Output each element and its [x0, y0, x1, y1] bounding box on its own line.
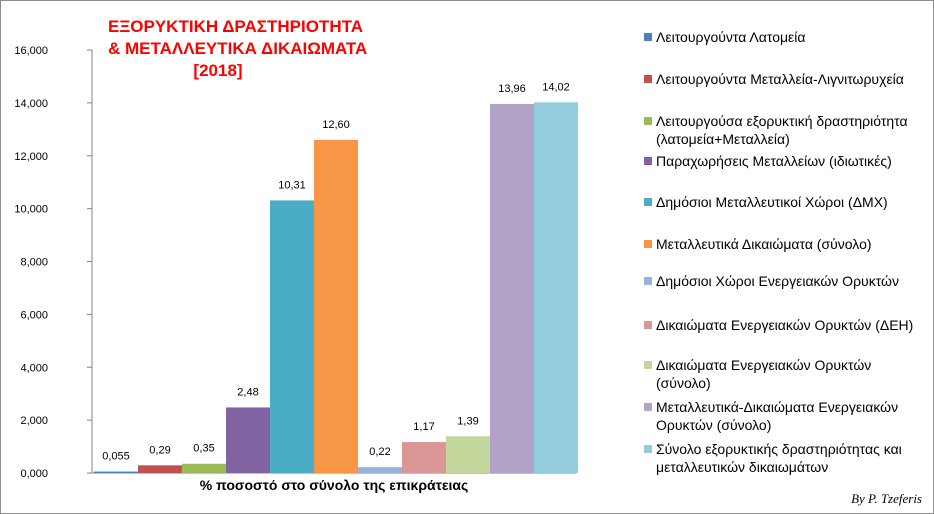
legend-label: Σύνολο εξορυκτικής δραστηριότητας και με… — [656, 441, 902, 475]
bar-data-label: 0,29 — [149, 444, 170, 456]
legend-swatch — [644, 361, 652, 369]
legend-swatch — [644, 277, 652, 285]
bar-data-label: 0,055 — [102, 451, 130, 463]
bar — [446, 436, 490, 473]
bar-data-label: 10,31 — [278, 179, 306, 191]
legend-item: Σύνολο εξορυκτικής δραστηριότητας και με… — [644, 440, 929, 476]
bar-data-label: 0,35 — [193, 443, 214, 455]
chart-title-line-1: ΕΞΟΡΥΚΤΙΚΗ ΔΡΑΣΤΗΡΙΟΤΗΤΑ — [108, 17, 363, 36]
legend-swatch — [644, 157, 652, 165]
legend-item: Παραχωρήσεις Μεταλλείων (ιδιωτικές) — [644, 152, 929, 170]
y-tick-label: 2,000 — [20, 415, 48, 427]
legend-swatch — [644, 198, 652, 206]
legend-swatch — [644, 33, 652, 41]
chart-title-line-3: [2018] — [193, 61, 243, 80]
legend-item: Μεταλλευτικά-Δικαιώματα Ενεργειακών Ορυκ… — [644, 398, 929, 434]
y-tick-label: 10,000 — [14, 204, 48, 216]
legend-label: Δικαιώματα Ενεργειακών Ορυκτών (ΔΕΗ) — [656, 317, 914, 333]
legend-label: Λειτουργούσα εξορυκτική δραστηριότητα (λ… — [656, 113, 908, 147]
legend-swatch — [644, 240, 652, 248]
legend-swatch — [644, 117, 652, 125]
legend-label: Μεταλλευτικά-Δικαιώματα Ενεργειακών Ορυκ… — [656, 399, 899, 433]
legend-label: Λειτουργούντα Μεταλλεία-Λιγνιτωρυχεία — [656, 71, 904, 87]
bar — [138, 465, 182, 473]
bar-data-label: 12,60 — [322, 119, 350, 131]
y-tick-label: 0,000 — [20, 468, 48, 480]
bar — [182, 463, 226, 473]
legend-item: Μεταλλευτικά Δικαιώματα (σύνολο) — [644, 235, 929, 253]
bar — [94, 471, 138, 473]
y-tick-label: 14,000 — [14, 98, 48, 110]
bar-data-label: 14,02 — [542, 81, 570, 93]
y-tick-label: 12,000 — [14, 151, 48, 163]
bar — [402, 442, 446, 473]
bar-data-label: 2,48 — [237, 386, 258, 398]
bar — [226, 407, 270, 473]
bar — [358, 467, 402, 473]
legend-swatch — [644, 403, 652, 411]
legend-swatch — [644, 321, 652, 329]
legend-swatch — [644, 445, 652, 453]
bar — [314, 139, 358, 473]
legend-label: Δημόσιοι Μεταλλευτικοί Χώροι (ΔΜΧ) — [656, 194, 888, 210]
bar-data-label: 13,96 — [498, 83, 526, 95]
legend-item: Δημόσιοι Χώροι Ενεργειακών Ορυκτών — [644, 272, 929, 290]
x-axis-label: % ποσοστό στο σύνολο της επικράτειας — [199, 477, 469, 493]
legend-item: Λειτουργούντα Λατομεία — [644, 28, 929, 46]
author-credit: By P. Tzeferis — [851, 491, 922, 506]
legend-label: Μεταλλευτικά Δικαιώματα (σύνολο) — [656, 236, 872, 252]
legend-item: Δημόσιοι Μεταλλευτικοί Χώροι (ΔΜΧ) — [644, 193, 929, 211]
y-tick-label: 8,000 — [20, 257, 48, 269]
bar — [490, 103, 534, 474]
legend-label: Δημόσιοι Χώροι Ενεργειακών Ορυκτών — [656, 273, 899, 289]
bar — [534, 102, 578, 473]
bar-data-label: 0,22 — [369, 446, 390, 458]
legend-label: Παραχωρήσεις Μεταλλείων (ιδιωτικές) — [656, 153, 892, 169]
y-tick-label: 6,000 — [20, 309, 48, 321]
bar-data-label: 1,39 — [457, 415, 478, 427]
y-tick-label: 4,000 — [20, 362, 48, 374]
chart-title: ΕΞΟΡΥΚΤΙΚΗ ΔΡΑΣΤΗΡΙΟΤΗΤΑ & ΜΕΤΑΛΛΕΥΤΙΚΑ … — [108, 16, 368, 82]
chart-legend: Λειτουργούντα Λατομεία Λειτουργούντα Μετα… — [644, 0, 934, 480]
legend-label: Δικαιώματα Ενεργειακών Ορυκτών (σύνολο) — [656, 357, 872, 391]
y-tick-label: 16,000 — [14, 45, 48, 57]
chart-title-line-2: & ΜΕΤΑΛΛΕΥΤΙΚΑ ΔΙΚΑΙΩΜΑΤΑ — [108, 39, 368, 58]
legend-label: Λειτουργούντα Λατομεία — [656, 29, 806, 45]
bar-data-label: 1,17 — [413, 421, 434, 433]
legend-swatch — [644, 75, 652, 83]
legend-item: Λειτουργούσα εξορυκτική δραστηριότητα (λ… — [644, 112, 929, 148]
bar — [270, 200, 314, 473]
legend-item: Δικαιώματα Ενεργειακών Ορυκτών (ΔΕΗ) — [644, 316, 929, 334]
legend-item: Δικαιώματα Ενεργειακών Ορυκτών (σύνολο) — [644, 356, 929, 392]
legend-item: Λειτουργούντα Μεταλλεία-Λιγνιτωρυχεία — [644, 70, 929, 88]
